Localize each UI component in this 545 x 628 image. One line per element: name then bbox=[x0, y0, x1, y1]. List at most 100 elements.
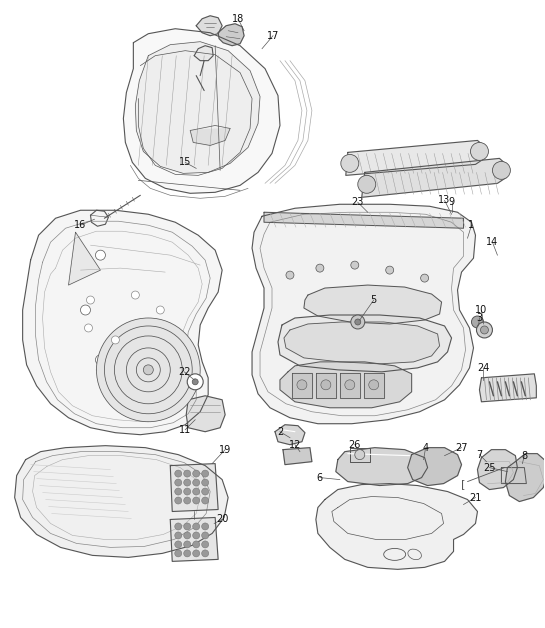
Circle shape bbox=[481, 326, 488, 334]
Circle shape bbox=[321, 380, 331, 390]
Polygon shape bbox=[336, 448, 428, 485]
Circle shape bbox=[156, 306, 164, 314]
Text: 6: 6 bbox=[317, 473, 323, 482]
Circle shape bbox=[202, 497, 209, 504]
Polygon shape bbox=[252, 204, 475, 424]
Circle shape bbox=[175, 470, 181, 477]
Polygon shape bbox=[292, 373, 312, 398]
Text: 8: 8 bbox=[522, 451, 528, 461]
Text: 7: 7 bbox=[476, 450, 482, 460]
Polygon shape bbox=[135, 41, 260, 173]
Circle shape bbox=[175, 497, 181, 504]
Circle shape bbox=[286, 271, 294, 279]
Text: 12: 12 bbox=[289, 440, 301, 450]
Polygon shape bbox=[283, 448, 312, 465]
Circle shape bbox=[143, 365, 153, 375]
Text: [: [ bbox=[461, 480, 466, 490]
Text: 4: 4 bbox=[422, 443, 429, 453]
Circle shape bbox=[202, 532, 209, 539]
Text: 11: 11 bbox=[179, 425, 191, 435]
Polygon shape bbox=[364, 373, 384, 398]
Circle shape bbox=[193, 550, 199, 557]
Polygon shape bbox=[186, 396, 225, 431]
Circle shape bbox=[351, 261, 359, 269]
Circle shape bbox=[146, 375, 155, 385]
Polygon shape bbox=[190, 129, 230, 146]
Polygon shape bbox=[346, 141, 485, 175]
Text: 18: 18 bbox=[232, 14, 244, 24]
Circle shape bbox=[175, 532, 181, 539]
Circle shape bbox=[184, 523, 191, 530]
Text: 10: 10 bbox=[475, 305, 488, 315]
Circle shape bbox=[355, 319, 361, 325]
Circle shape bbox=[355, 450, 365, 460]
Polygon shape bbox=[90, 210, 108, 226]
Text: 5: 5 bbox=[371, 295, 377, 305]
Polygon shape bbox=[304, 285, 441, 324]
Circle shape bbox=[202, 523, 209, 530]
Text: 22: 22 bbox=[178, 367, 190, 377]
Circle shape bbox=[192, 379, 198, 385]
Circle shape bbox=[84, 324, 93, 332]
Circle shape bbox=[202, 479, 209, 486]
Polygon shape bbox=[505, 453, 545, 502]
Text: 20: 20 bbox=[216, 514, 228, 524]
Text: 23: 23 bbox=[352, 197, 364, 207]
Polygon shape bbox=[218, 24, 244, 46]
Polygon shape bbox=[284, 322, 440, 364]
Circle shape bbox=[421, 274, 428, 282]
Circle shape bbox=[345, 380, 355, 390]
Polygon shape bbox=[194, 46, 213, 61]
Polygon shape bbox=[23, 210, 222, 435]
Circle shape bbox=[470, 143, 488, 160]
Circle shape bbox=[202, 541, 209, 548]
Polygon shape bbox=[15, 446, 228, 558]
Polygon shape bbox=[408, 448, 462, 485]
Circle shape bbox=[471, 316, 483, 328]
Circle shape bbox=[386, 266, 393, 274]
Polygon shape bbox=[316, 484, 477, 570]
Text: 27: 27 bbox=[455, 443, 468, 453]
Polygon shape bbox=[275, 425, 305, 445]
Circle shape bbox=[202, 470, 209, 477]
Circle shape bbox=[369, 380, 379, 390]
Text: 1: 1 bbox=[469, 220, 475, 230]
Circle shape bbox=[193, 541, 199, 548]
Text: 25: 25 bbox=[483, 463, 496, 473]
Circle shape bbox=[175, 488, 181, 495]
Circle shape bbox=[341, 154, 359, 172]
Circle shape bbox=[193, 497, 199, 504]
Circle shape bbox=[193, 470, 199, 477]
Circle shape bbox=[187, 374, 203, 390]
Polygon shape bbox=[170, 517, 218, 561]
Polygon shape bbox=[123, 29, 280, 193]
Polygon shape bbox=[170, 463, 218, 511]
Circle shape bbox=[297, 380, 307, 390]
Polygon shape bbox=[501, 468, 526, 484]
Circle shape bbox=[131, 291, 140, 299]
Text: 15: 15 bbox=[179, 158, 191, 168]
Circle shape bbox=[184, 541, 191, 548]
Circle shape bbox=[193, 488, 199, 495]
Circle shape bbox=[193, 479, 199, 486]
Circle shape bbox=[184, 550, 191, 557]
Circle shape bbox=[193, 532, 199, 539]
Polygon shape bbox=[278, 315, 452, 372]
Polygon shape bbox=[480, 374, 536, 402]
Text: 16: 16 bbox=[74, 220, 87, 230]
Polygon shape bbox=[362, 158, 507, 197]
Circle shape bbox=[193, 523, 199, 530]
Text: 21: 21 bbox=[469, 492, 482, 502]
Text: 24: 24 bbox=[477, 363, 489, 373]
Circle shape bbox=[358, 175, 376, 193]
Text: 2: 2 bbox=[277, 426, 283, 436]
Text: 17: 17 bbox=[267, 31, 279, 41]
Text: 14: 14 bbox=[486, 237, 499, 247]
Text: 9: 9 bbox=[449, 197, 455, 207]
Circle shape bbox=[96, 318, 200, 422]
Text: 13: 13 bbox=[438, 195, 451, 205]
Circle shape bbox=[175, 550, 181, 557]
Circle shape bbox=[316, 264, 324, 272]
Circle shape bbox=[87, 296, 94, 304]
Circle shape bbox=[202, 550, 209, 557]
